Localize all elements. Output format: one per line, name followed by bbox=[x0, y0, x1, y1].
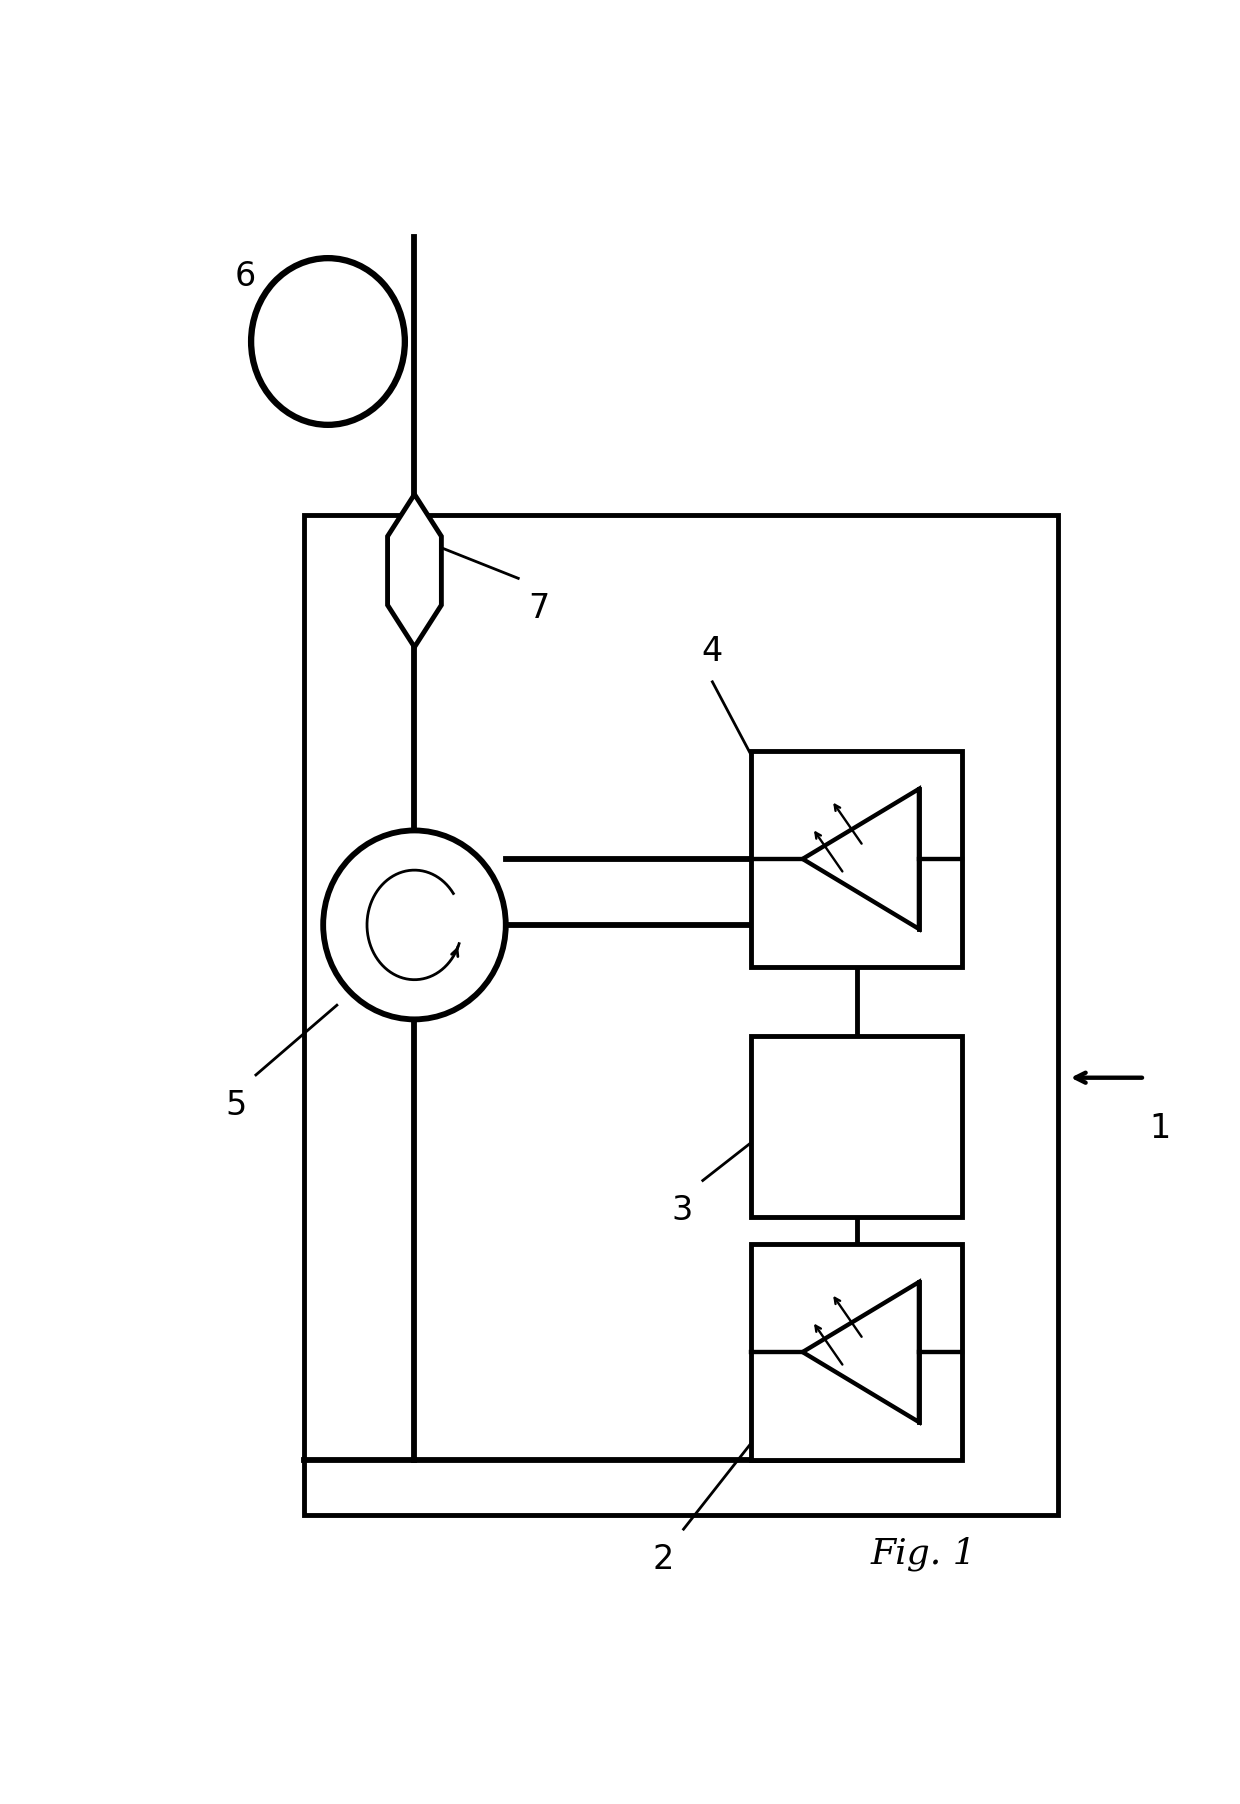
Bar bbox=[751, 1035, 962, 1216]
Bar bbox=[751, 1245, 962, 1459]
Text: 3: 3 bbox=[672, 1194, 693, 1227]
Polygon shape bbox=[802, 1283, 919, 1422]
Text: 4: 4 bbox=[702, 635, 723, 667]
Text: 2: 2 bbox=[652, 1542, 675, 1577]
Text: 1: 1 bbox=[1149, 1113, 1171, 1146]
Text: 6: 6 bbox=[234, 260, 255, 292]
Polygon shape bbox=[388, 494, 441, 648]
Bar bbox=[304, 516, 1059, 1515]
Text: 5: 5 bbox=[224, 1090, 247, 1122]
Text: 7: 7 bbox=[528, 592, 549, 626]
Ellipse shape bbox=[324, 830, 506, 1019]
Bar bbox=[751, 750, 962, 967]
Ellipse shape bbox=[250, 258, 404, 426]
Polygon shape bbox=[802, 788, 919, 929]
Text: Fig. 1: Fig. 1 bbox=[870, 1537, 977, 1571]
